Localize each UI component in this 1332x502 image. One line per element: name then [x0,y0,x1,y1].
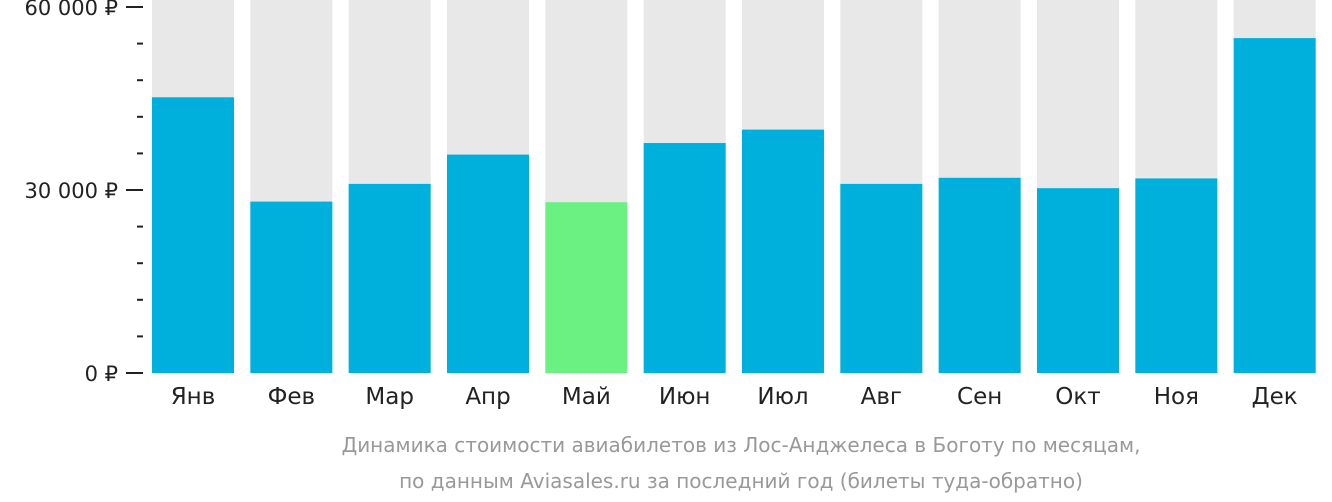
x-tick-label-3: Мар [365,384,414,410]
bar-12 [1233,38,1316,374]
x-axis-labels: Янв Фев Мар Апр Май Июн Июл Авг Сен Окт Ноя Дек [171,384,1298,410]
x-tick-label-9: Сен [957,384,1002,410]
bar-10 [1037,188,1119,373]
x-tick-label-8: Авг [861,384,902,410]
bar-8 [840,183,923,373]
x-tick-label-12: Дек [1252,384,1298,410]
bars [152,38,1316,374]
y-tick-label-3: 60 000 ₽ [24,0,118,20]
bar-3 [348,183,431,373]
y-tick-label-2: 30 000 ₽ [24,179,118,203]
x-tick-label-1: Янв [171,384,216,410]
x-tick-label-4: Апр [465,384,510,410]
bar-5 [545,202,628,373]
bar-11 [1135,178,1218,373]
bar-7 [742,129,824,373]
bar-2 [250,201,333,373]
bar-4 [447,154,529,373]
x-tick-label-10: Окт [1055,384,1100,410]
y-tick-label-1: 0 ₽ [85,362,118,386]
x-tick-label-5: Май [562,384,611,410]
x-tick-label-11: Ноя [1154,384,1199,410]
x-tick-label-6: Июн [659,384,711,410]
x-tick-label-7: Июл [757,384,808,410]
chart-caption-line-2: по данным Aviasales.ru за последний год … [399,469,1083,493]
bar-1 [152,97,234,373]
bar-9 [938,177,1021,373]
y-axis: 0 ₽ 30 000 ₽ 60 000 ₽ [24,0,143,386]
x-tick-label-2: Фев [268,384,316,410]
bar-6 [643,143,726,373]
chart-caption-line-1: Динамика стоимости авиабилетов из Лос-Ан… [341,433,1141,457]
